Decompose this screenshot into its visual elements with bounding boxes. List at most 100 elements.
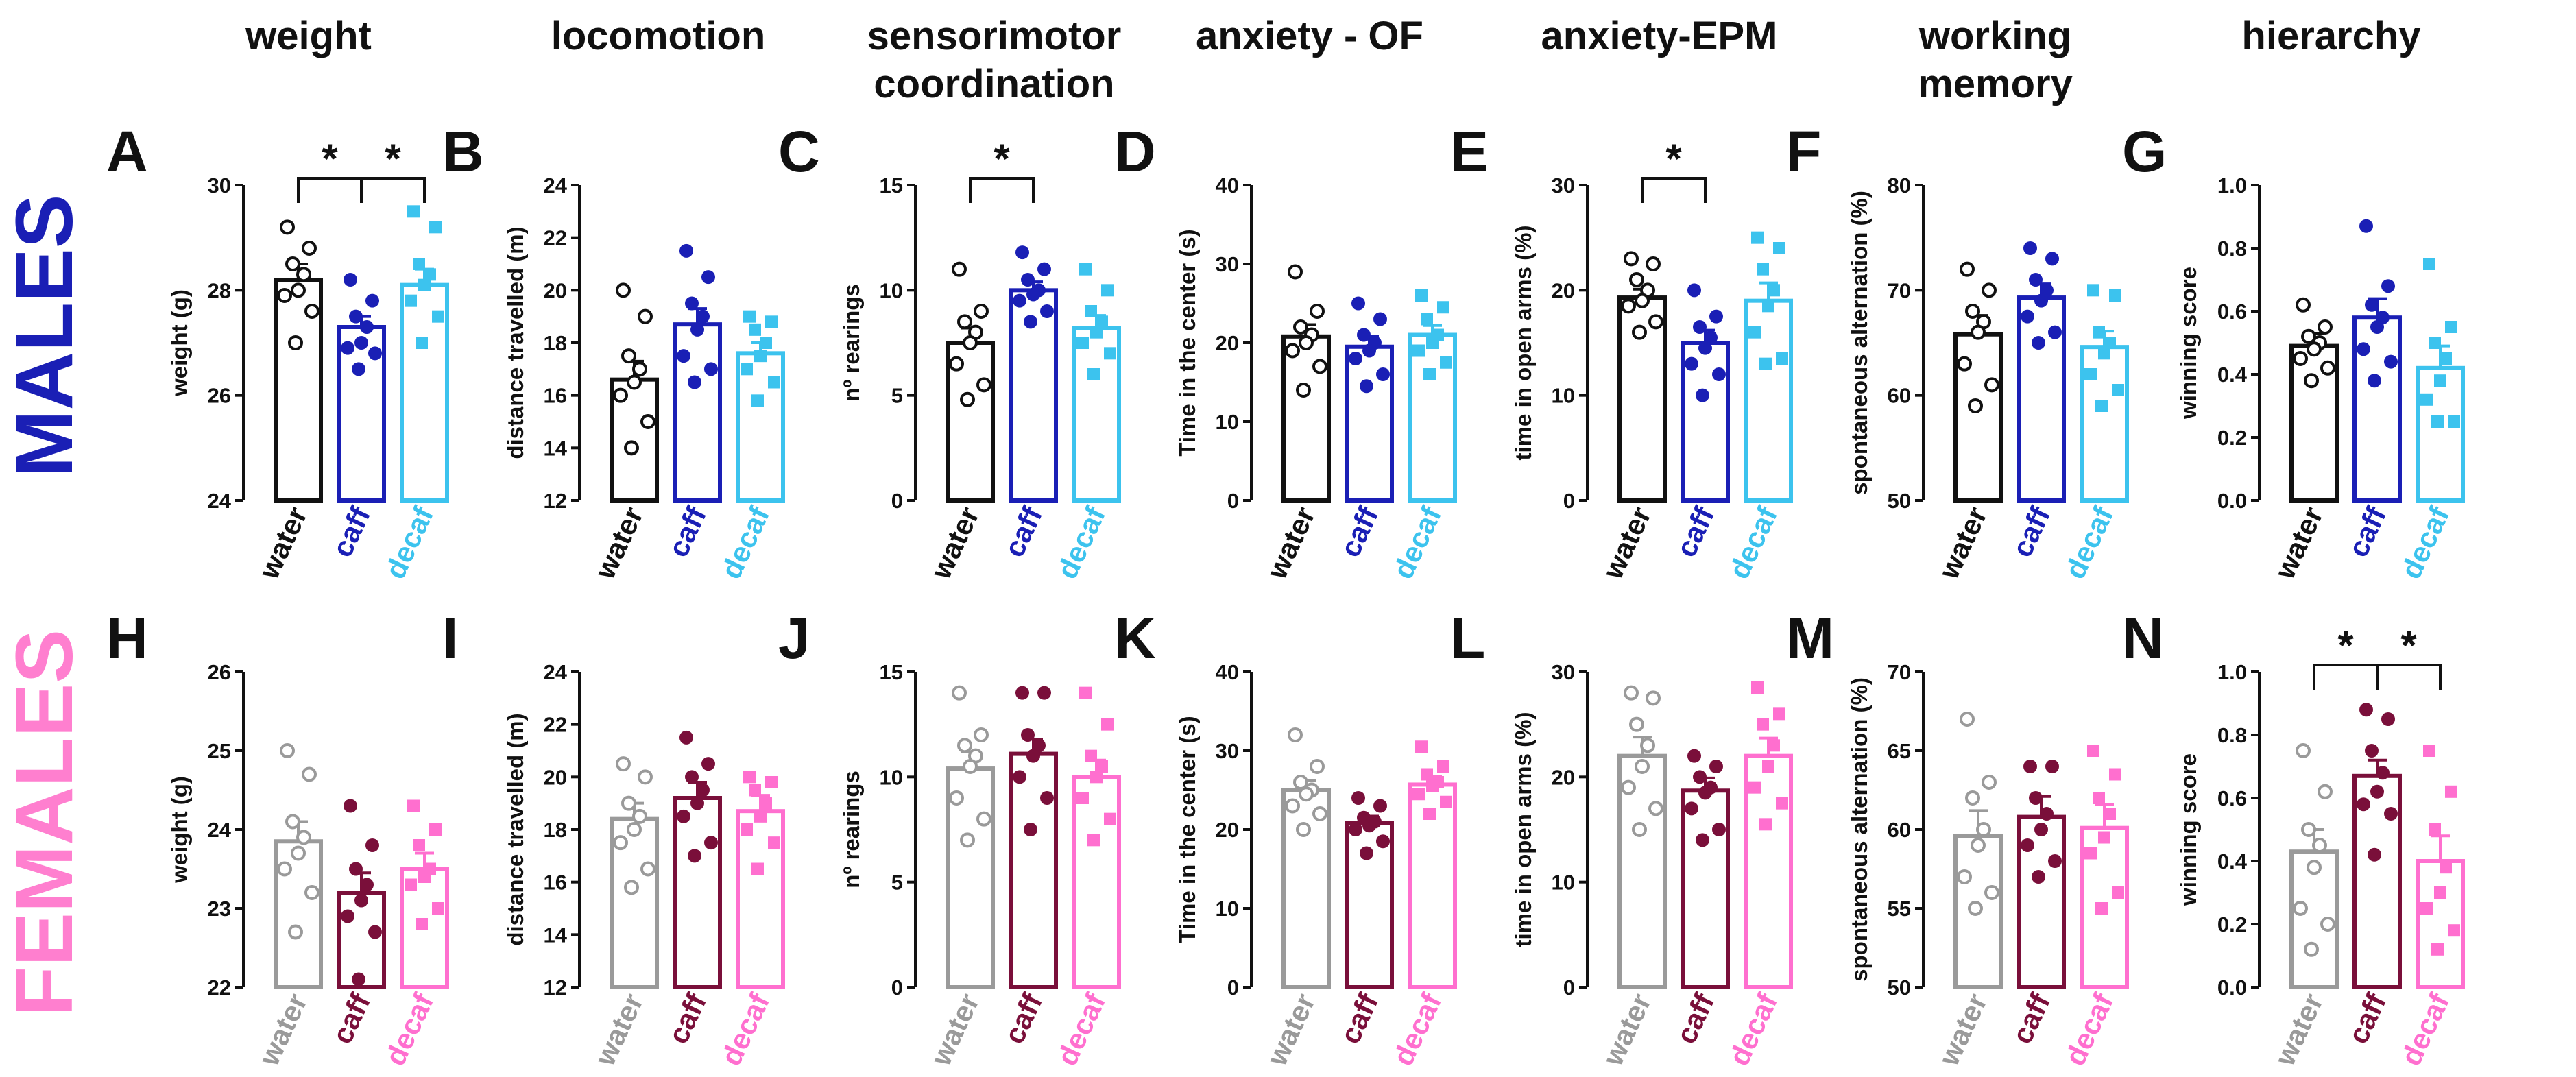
- category-label-caff: caff: [998, 988, 1049, 1048]
- row-label-males: MALES: [0, 195, 90, 478]
- point-water: [1984, 377, 1999, 393]
- point-decaf: [1421, 313, 1433, 326]
- y-tick-label: 0.8: [2217, 237, 2247, 261]
- point-decaf: [413, 258, 425, 270]
- point-caff: [2040, 807, 2054, 821]
- point-water: [2301, 822, 2316, 837]
- point-water: [974, 304, 989, 319]
- point-water: [2307, 860, 2322, 875]
- point-caff: [1696, 833, 1709, 847]
- y-tick-label: 22: [544, 226, 567, 250]
- point-water: [960, 832, 975, 848]
- panel-N: N 0.0 0.2 0.4 0.6 0.8 1.0 winning score water caf…: [2122, 606, 2465, 1071]
- y-tick-label: 16: [544, 871, 567, 895]
- panel-letter-I: I: [442, 606, 458, 670]
- category-label-water: water: [1596, 502, 1657, 584]
- point-decaf: [432, 310, 444, 323]
- point-decaf: [751, 862, 764, 875]
- point-decaf: [2448, 924, 2460, 937]
- point-decaf: [1762, 300, 1774, 313]
- y-tick-label: 26: [208, 660, 231, 684]
- category-label-decaf: decaf: [2394, 988, 2455, 1070]
- point-caff: [690, 322, 704, 337]
- point-decaf: [2112, 384, 2124, 396]
- point-decaf: [1090, 326, 1103, 339]
- point-decaf: [416, 337, 428, 349]
- point-decaf: [1440, 795, 1452, 808]
- significance-star: *: [1665, 136, 1682, 182]
- point-caff: [354, 336, 368, 350]
- point-water: [1312, 806, 1327, 821]
- point-caff: [349, 309, 363, 324]
- point-caff: [1021, 273, 1035, 287]
- point-caff: [1687, 283, 1701, 298]
- point-caff: [1026, 287, 1040, 302]
- category-label-water: water: [2268, 989, 2329, 1071]
- category-label-water: water: [2268, 502, 2329, 584]
- point-water: [1984, 885, 1999, 900]
- y-tick-label: 10: [1552, 871, 1575, 895]
- point-caff: [688, 375, 701, 389]
- point-water: [296, 830, 311, 845]
- point-caff: [677, 809, 690, 823]
- point-caff: [2034, 293, 2048, 308]
- point-caff: [365, 293, 379, 308]
- point-decaf: [424, 268, 436, 281]
- y-axis-label: distance travelled (m): [503, 226, 528, 459]
- point-decaf: [2420, 902, 2433, 915]
- significance-star: *: [2337, 622, 2354, 668]
- point-water: [2318, 319, 2333, 335]
- point-caff: [1693, 320, 1707, 334]
- y-tick-label: 10: [1216, 410, 1239, 434]
- point-decaf: [1768, 284, 1780, 297]
- panel-letter-D: D: [1114, 119, 1156, 184]
- y-tick-label: 10: [1216, 897, 1239, 921]
- column-title-2: locomotion: [551, 14, 766, 58]
- point-caff: [2381, 279, 2395, 293]
- point-water: [1646, 690, 1661, 706]
- point-decaf: [1087, 834, 1100, 847]
- point-caff: [2029, 791, 2043, 805]
- point-caff: [349, 862, 363, 876]
- point-decaf: [1079, 263, 1092, 276]
- panel-letter-G: G: [2122, 119, 2167, 184]
- y-tick-label: 22: [208, 976, 231, 1000]
- point-caff: [704, 362, 718, 376]
- y-axis-label: nº rearings: [839, 771, 864, 888]
- y-tick-label: 1.0: [2217, 173, 2247, 197]
- column-title-1: weight: [245, 14, 372, 58]
- point-decaf: [2104, 337, 2116, 349]
- point-caff: [1024, 823, 1037, 836]
- column-title-3: coordination: [874, 62, 1114, 106]
- y-tick-label: 60: [1888, 384, 1911, 408]
- point-decaf: [1415, 740, 1428, 753]
- point-caff: [1376, 367, 1390, 381]
- point-water: [1629, 272, 1644, 287]
- y-axis-label: weight (g): [167, 289, 192, 397]
- point-decaf: [1101, 718, 1114, 731]
- point-decaf: [2087, 745, 2099, 757]
- point-decaf: [1776, 797, 1788, 810]
- panel-letter-F: F: [1786, 119, 1821, 184]
- point-decaf: [2434, 886, 2446, 899]
- panel-letter-A: A: [106, 119, 148, 184]
- category-label-water: water: [1596, 989, 1657, 1071]
- category-label-caff: caff: [326, 988, 377, 1048]
- point-decaf: [743, 310, 756, 323]
- panel-letter-C: C: [778, 119, 820, 184]
- point-caff: [2048, 854, 2062, 868]
- y-tick-label: 30: [1216, 739, 1239, 763]
- y-tick-label: 40: [1216, 660, 1239, 684]
- point-water: [949, 790, 964, 806]
- point-decaf: [1104, 812, 1116, 825]
- y-tick-label: 50: [1888, 489, 1911, 513]
- y-axis-label: time in open arms (%): [1510, 712, 1536, 947]
- point-caff: [1373, 312, 1387, 326]
- point-water: [288, 924, 303, 940]
- point-caff: [2021, 838, 2034, 852]
- point-caff: [1040, 791, 1054, 805]
- panel-letter-H: H: [106, 606, 148, 670]
- point-caff: [1685, 356, 1698, 371]
- bar-decaf: [2416, 859, 2465, 989]
- category-label-decaf: decaf: [1050, 501, 1111, 583]
